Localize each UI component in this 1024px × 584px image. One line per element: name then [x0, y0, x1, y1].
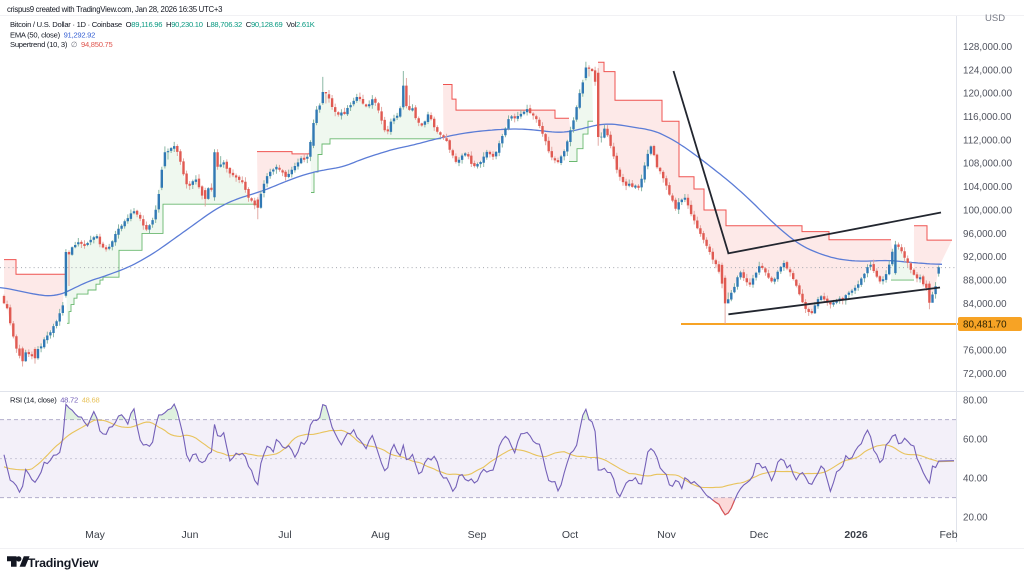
svg-text:Feb: Feb [939, 529, 957, 541]
svg-text:72,000.00: 72,000.00 [963, 369, 1007, 380]
svg-text:Supertrend (10, 3) ∅ 94,850.: Supertrend (10, 3) ∅ 94,850.75 [10, 40, 113, 49]
svg-text:Oct: Oct [562, 529, 578, 541]
svg-text:EMA (50, close) 91,292.92: EMA (50, close) 91,292.92 [10, 30, 95, 39]
svg-text:100,000.00: 100,000.00 [963, 205, 1013, 216]
svg-text:104,000.00: 104,000.00 [963, 182, 1013, 193]
svg-text:108,000.00: 108,000.00 [963, 159, 1013, 170]
svg-text:crispus9 created with TradingV: crispus9 created with TradingView.com, J… [7, 5, 222, 14]
svg-text:88,000.00: 88,000.00 [963, 276, 1007, 287]
svg-text:84,000.00: 84,000.00 [963, 299, 1007, 310]
svg-text:TradingView: TradingView [28, 556, 99, 570]
svg-text:Aug: Aug [371, 529, 390, 541]
svg-text:60.00: 60.00 [963, 435, 988, 446]
svg-text:Sep: Sep [468, 529, 487, 541]
svg-text:Dec: Dec [750, 529, 769, 541]
svg-text:124,000.00: 124,000.00 [963, 65, 1013, 76]
svg-text:Jun: Jun [182, 529, 199, 541]
svg-text:40.00: 40.00 [963, 474, 988, 485]
svg-text:128,000.00: 128,000.00 [963, 42, 1013, 53]
svg-text:2026: 2026 [844, 529, 868, 541]
svg-text:80.00: 80.00 [963, 396, 988, 407]
svg-text:76,000.00: 76,000.00 [963, 346, 1007, 357]
svg-text:USD: USD [985, 13, 1005, 24]
svg-text:96,000.00: 96,000.00 [963, 229, 1007, 240]
svg-text:112,000.00: 112,000.00 [963, 135, 1012, 146]
svg-text:May: May [85, 529, 106, 541]
svg-text:Bitcoin / U.S. Dollar · 1D · C: Bitcoin / U.S. Dollar · 1D · Coinbase O8… [10, 20, 315, 29]
svg-text:Nov: Nov [657, 529, 676, 541]
svg-text:20.00: 20.00 [963, 513, 988, 524]
svg-text:RSI (14, close) 48.72 48.68: RSI (14, close) 48.72 48.68 [10, 395, 99, 404]
svg-text:Jul: Jul [278, 529, 291, 541]
svg-text:92,000.00: 92,000.00 [963, 252, 1007, 263]
svg-text:116,000.00: 116,000.00 [963, 112, 1012, 123]
svg-text:120,000.00: 120,000.00 [963, 89, 1013, 100]
svg-text:80,481.70: 80,481.70 [963, 320, 1007, 331]
